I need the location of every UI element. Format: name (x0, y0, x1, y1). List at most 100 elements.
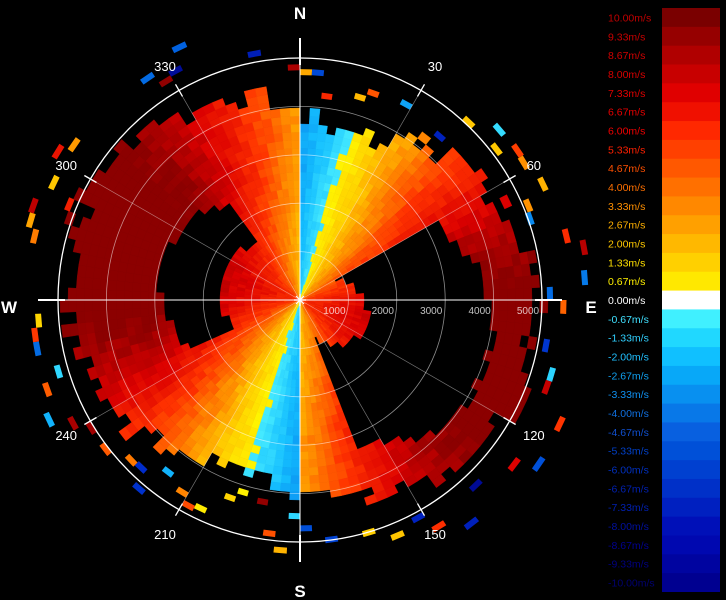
velocity-bin (282, 458, 292, 468)
velocity-bin (483, 289, 493, 301)
velocity-bin (116, 280, 126, 291)
velocity-bin (116, 318, 127, 330)
velocity-bin (521, 263, 531, 277)
velocity-bin (521, 323, 531, 337)
velocity-bin-outlier (247, 49, 262, 58)
velocity-bin (84, 310, 94, 323)
velocity-bin (306, 419, 314, 429)
velocity-bin (290, 115, 301, 125)
velocity-bin-outlier (53, 364, 64, 379)
velocity-bin (282, 188, 290, 198)
colorbar-label: -1.33m/s (608, 333, 649, 345)
velocity-bin-outlier (579, 239, 589, 256)
velocity-bin (295, 371, 301, 381)
velocity-bin (299, 171, 307, 181)
velocity-bin-outlier (237, 487, 249, 497)
velocity-bin-outlier (42, 381, 53, 398)
velocity-bin-outlier (468, 478, 483, 493)
velocity-bin-outlier (287, 64, 300, 71)
velocity-bin (318, 473, 330, 484)
velocity-bin (91, 299, 101, 312)
velocity-bin (155, 292, 165, 301)
velocity-bin (515, 288, 525, 301)
velocity-bin (219, 303, 229, 309)
velocity-bin (295, 379, 301, 389)
velocity-bin-outlier (48, 174, 60, 191)
range-ring-label: 1000 (323, 306, 346, 317)
colorbar-label: -6.67m/s (608, 483, 649, 495)
velocity-bin (299, 387, 306, 397)
colorbar-swatch (662, 121, 720, 141)
velocity-bin (283, 140, 293, 150)
colorbar-label: 7.33m/s (608, 88, 645, 100)
velocity-bin (92, 320, 103, 333)
velocity-bin (294, 203, 301, 213)
velocity-bin (295, 219, 301, 229)
velocity-bin (286, 419, 294, 429)
velocity-bin (157, 321, 168, 331)
colorbar-label: 0.00m/s (608, 295, 645, 307)
velocity-bin (92, 310, 102, 322)
velocity-bin (75, 299, 85, 312)
velocity-bin (309, 482, 321, 492)
velocity-bin-outlier (353, 92, 367, 102)
velocity-bin (316, 457, 327, 468)
velocity-bin (83, 288, 93, 301)
colorbar-swatch (662, 290, 720, 310)
velocity-bin (285, 427, 294, 437)
velocity-bin-outlier (140, 71, 156, 85)
velocity-bin (315, 140, 326, 151)
velocity-bin (108, 269, 119, 281)
velocity-bin (307, 450, 317, 460)
velocity-bins (25, 41, 589, 554)
velocity-bin-outlier (507, 456, 521, 472)
velocity-bin-outlier (463, 516, 480, 531)
velocity-bin (299, 483, 311, 493)
velocity-bin (309, 474, 320, 484)
velocity-bin (299, 419, 307, 429)
velocity-bin (499, 288, 509, 301)
colorbar-swatch (662, 441, 720, 461)
velocity-bin (303, 379, 310, 389)
velocity-bin-outlier (511, 143, 524, 158)
velocity-bin (270, 116, 282, 127)
velocity-bin-outlier (28, 197, 39, 214)
velocity-bin (286, 171, 294, 181)
velocity-bin (291, 139, 301, 149)
velocity-bin (317, 124, 328, 135)
velocity-bin (311, 410, 320, 420)
velocity-bin (498, 310, 508, 322)
velocity-bin (313, 156, 323, 166)
range-ring-label: 3000 (420, 306, 443, 317)
velocity-bin (299, 139, 309, 149)
velocity-bin-outlier (546, 286, 554, 300)
velocity-bin (289, 483, 301, 493)
velocity-bin-outlier (390, 530, 405, 541)
colorbar-swatch (662, 554, 720, 574)
velocity-bin (140, 307, 150, 317)
colorbar-swatch (662, 252, 720, 273)
velocity-bin-outlier (193, 502, 208, 514)
velocity-bin (353, 331, 363, 340)
velocity-bin (293, 235, 298, 245)
bearing-label: 60 (527, 158, 541, 173)
colorbar-swatch (662, 64, 720, 84)
velocity-bin (273, 457, 284, 468)
velocity-bin-outlier (43, 411, 55, 428)
velocity-bin (279, 172, 288, 182)
velocity-bin (124, 317, 135, 328)
velocity-bin-outlier (223, 492, 237, 503)
velocity-bin (337, 339, 346, 348)
velocity-bin-outlier (561, 228, 571, 244)
velocity-bin (526, 336, 538, 351)
velocity-bin (522, 275, 532, 289)
colorbar-label: -4.67m/s (608, 427, 649, 439)
velocity-bin (319, 424, 329, 435)
velocity-bin (317, 465, 328, 476)
velocity-bin (299, 371, 305, 381)
bearing-spoke (299, 299, 422, 510)
velocity-bin (306, 171, 314, 181)
velocity-bin-outlier (67, 137, 81, 153)
velocity-bin (227, 303, 237, 308)
velocity-bin-outlier (537, 176, 549, 192)
